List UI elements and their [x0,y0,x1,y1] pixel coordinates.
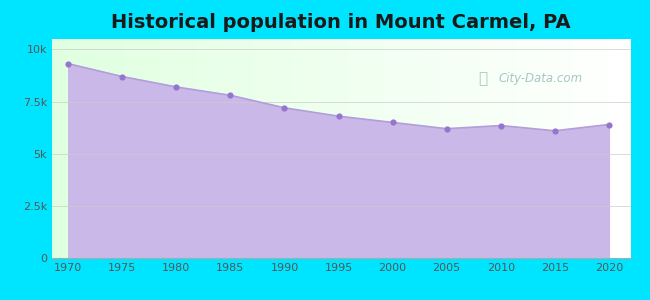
Point [550,128,560,133]
Point [495,123,506,128]
Point [280,105,290,110]
Point [333,114,344,118]
Point [604,122,614,127]
Text: City-Data.com: City-Data.com [499,72,583,85]
Point [117,74,127,79]
Point [441,126,452,131]
Point [225,93,235,98]
Text: ⓘ: ⓘ [478,71,488,86]
Point [387,120,398,125]
Point [63,61,73,66]
Title: Historical population in Mount Carmel, PA: Historical population in Mount Carmel, P… [111,13,571,32]
Point [171,85,181,89]
